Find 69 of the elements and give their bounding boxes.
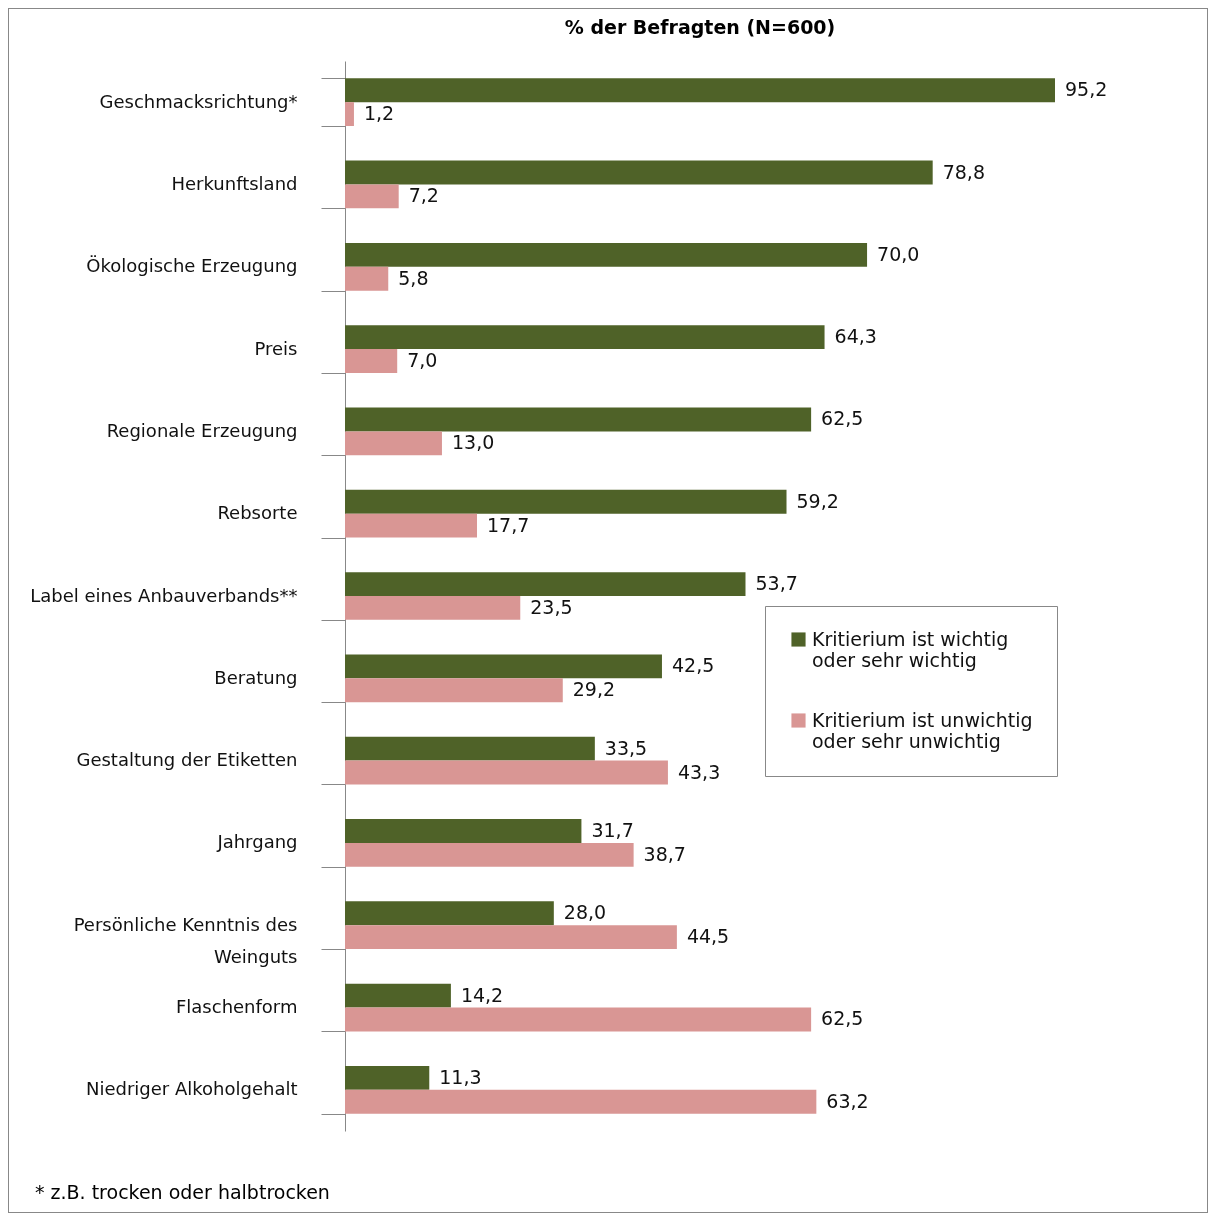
data-label: 70,0 bbox=[877, 242, 920, 265]
data-label: 43,3 bbox=[677, 760, 721, 783]
data-label: 38,7 bbox=[643, 842, 686, 865]
bar bbox=[345, 572, 746, 596]
y-tick-label: Regionale Erzeugung bbox=[106, 419, 298, 441]
y-tick-label: Beratung bbox=[214, 666, 298, 688]
y-tick-label: Ökologische Erzeugung bbox=[86, 255, 298, 277]
data-label: 29,2 bbox=[572, 678, 616, 701]
data-label: 62,5 bbox=[821, 407, 864, 430]
legend-label: Kritierium ist wichtig oder sehr wichtig bbox=[812, 627, 1009, 671]
bar bbox=[345, 78, 1055, 103]
bar bbox=[345, 242, 868, 267]
data-label: 42,5 bbox=[671, 654, 715, 677]
y-tick-label: Preis bbox=[254, 337, 298, 359]
bar bbox=[345, 901, 554, 926]
bar bbox=[345, 596, 521, 620]
bar bbox=[345, 513, 478, 538]
data-label: 5,8 bbox=[398, 266, 429, 289]
text: * z.B. trocken oder halbtrocken bbox=[35, 1180, 330, 1205]
bar bbox=[345, 1007, 812, 1032]
bar bbox=[345, 266, 389, 291]
data-label: 11,3 bbox=[439, 1065, 482, 1088]
bar bbox=[345, 760, 668, 785]
data-label: 53,7 bbox=[755, 572, 798, 595]
y-tick-label: Label eines Anbauverbands** bbox=[30, 584, 298, 606]
legend-label: Kritierium ist unwichtig oder sehr unwichtig bbox=[812, 708, 1033, 752]
data-label: 95,2 bbox=[1065, 78, 1108, 101]
y-tick-label: Persönliche Kenntnis des Weinguts bbox=[73, 913, 298, 967]
bar bbox=[345, 160, 933, 185]
bar bbox=[345, 678, 563, 703]
data-label: 7,0 bbox=[407, 349, 438, 372]
bar bbox=[345, 654, 662, 679]
bar bbox=[345, 1089, 817, 1114]
bar bbox=[345, 349, 398, 373]
data-label: 7,2 bbox=[408, 184, 439, 207]
bar bbox=[345, 819, 582, 843]
data-label: 44,5 bbox=[686, 925, 730, 948]
data-label: 33,5 bbox=[604, 736, 648, 759]
y-tick-label: Niedriger Alkoholgehalt bbox=[85, 1078, 298, 1100]
bar bbox=[345, 925, 677, 950]
bar bbox=[345, 736, 595, 761]
data-label: 78,8 bbox=[942, 160, 985, 183]
data-label: 13,0 bbox=[451, 431, 495, 454]
data-label: 28,0 bbox=[563, 901, 607, 924]
data-label: 17,7 bbox=[487, 513, 530, 536]
y-tick-label: Herkunftsland bbox=[171, 172, 298, 194]
data-label: 1,2 bbox=[363, 102, 395, 125]
y-tick-label: Rebsorte bbox=[217, 502, 298, 524]
y-tick-label: Gestaltung der Etiketten bbox=[76, 749, 298, 771]
bar bbox=[345, 842, 634, 867]
data-label: 62,5 bbox=[821, 1007, 864, 1030]
data-label: 59,2 bbox=[796, 489, 839, 512]
bar bbox=[345, 184, 399, 209]
data-label: 31,7 bbox=[591, 818, 634, 841]
bar bbox=[345, 325, 825, 350]
bar bbox=[345, 407, 812, 432]
bar bbox=[345, 1065, 430, 1090]
chart-title: % der Befragten (N=600) bbox=[564, 16, 836, 38]
data-label: 23,5 bbox=[530, 595, 573, 618]
y-tick-label: Geschmacksrichtung* bbox=[99, 90, 298, 112]
bar bbox=[345, 983, 451, 1008]
data-label: 14,2 bbox=[460, 983, 504, 1006]
y-tick-label: Jahrgang bbox=[216, 831, 298, 853]
data-label: 64,3 bbox=[834, 325, 877, 348]
y-tick-label: Flaschenform bbox=[175, 996, 298, 1018]
bar bbox=[345, 431, 442, 456]
data-label: 63,2 bbox=[826, 1089, 869, 1112]
bar bbox=[345, 489, 787, 514]
bar bbox=[345, 102, 354, 127]
